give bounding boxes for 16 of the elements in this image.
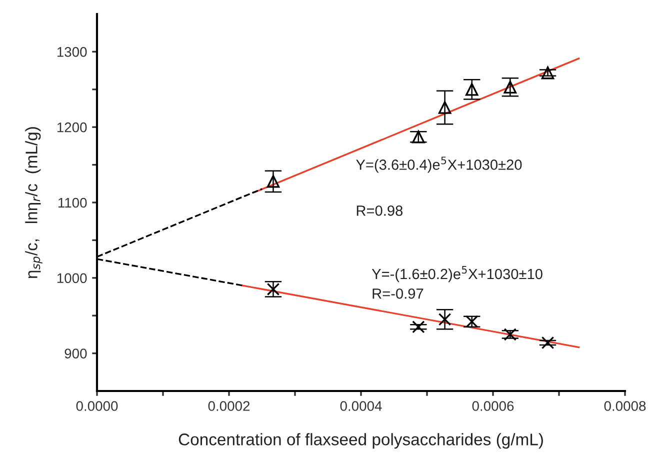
annotation: R=0.98	[356, 206, 403, 216]
annotation: Y=(3.6±0.4)e$^{5}$X+1030±20	[356, 156, 522, 173]
y-tick-label: 1300	[57, 47, 87, 57]
y-tick-label: 1000	[57, 273, 87, 284]
y-axis-title: η$_{sp}$/c, lnη$_{r}$/c (mL/g)	[25, 127, 42, 278]
y-tick-label: 900	[64, 348, 87, 358]
x-tick-label: 0.0006	[472, 401, 514, 411]
x-axis-title: Concentration of flaxseed polysaccharides (g/mL)	[178, 433, 543, 449]
x-tick-label: 0.0008	[604, 401, 646, 411]
x-tick-label: 0.0000	[76, 401, 118, 411]
y-tick-label: 1200	[57, 122, 87, 132]
annotation: Y=-(1.6±0.2)e$^{5}$X+1030±10	[372, 266, 542, 282]
y-tick-label: 1100	[58, 198, 87, 208]
x-tick-label: 0.0002	[208, 401, 250, 411]
x-tick-label: 0.0004	[340, 401, 382, 411]
annotation: R=-0.97	[372, 288, 424, 299]
